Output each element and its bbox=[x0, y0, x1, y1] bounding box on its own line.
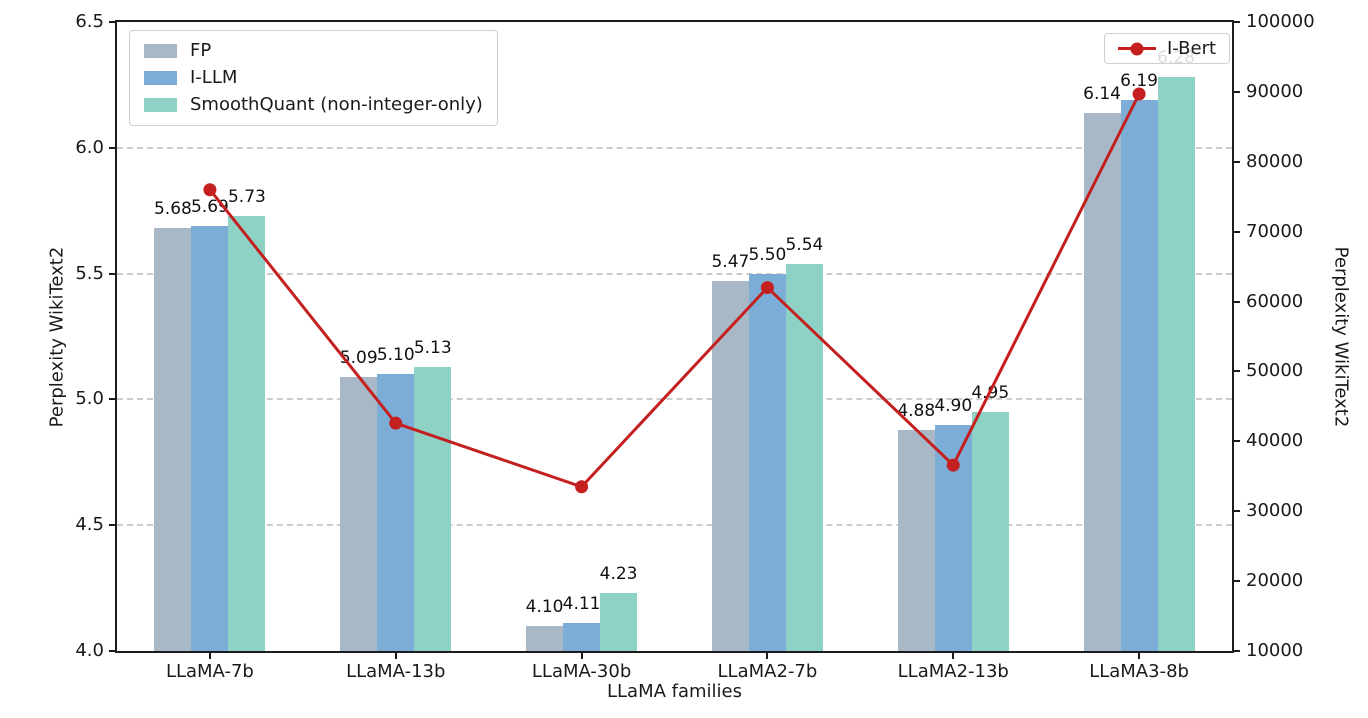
x-tick-label: LLaMA-13b bbox=[346, 661, 446, 682]
y-tick-label-right: 90000 bbox=[1246, 80, 1304, 102]
right-tick-mark bbox=[1232, 440, 1240, 443]
legend-item-label: FP bbox=[190, 40, 212, 61]
legend-item-fp: FP bbox=[144, 39, 483, 63]
bar-value-label: 4.10 bbox=[525, 596, 564, 617]
bar-value-label: 4.23 bbox=[599, 564, 638, 585]
bar-smoothquant-non-integer-only bbox=[971, 411, 1009, 651]
y-tick-label-left: 4.0 bbox=[75, 640, 104, 661]
bar-i-llm bbox=[377, 374, 415, 651]
y-tick-label-left: 5.5 bbox=[75, 262, 104, 284]
y-tick-label-right: 30000 bbox=[1246, 500, 1304, 522]
x-tick-mark bbox=[208, 651, 211, 659]
bar-value-label: 5.13 bbox=[413, 337, 452, 358]
bar-value-label: 5.68 bbox=[153, 199, 192, 220]
x-tick-label: LLaMA3-8b bbox=[1089, 661, 1189, 682]
legend-line-marker bbox=[1130, 42, 1144, 55]
bar-i-llm bbox=[563, 623, 601, 651]
legend-swatch bbox=[144, 98, 177, 112]
bar-i-llm bbox=[1120, 99, 1158, 651]
y-tick-label-right: 80000 bbox=[1246, 150, 1304, 172]
legend-line-sample bbox=[1118, 42, 1156, 55]
bar-fp bbox=[154, 228, 192, 651]
x-tick-mark bbox=[1138, 651, 1141, 659]
right-tick-mark bbox=[1232, 160, 1240, 163]
x-tick-mark bbox=[580, 651, 583, 659]
bar-value-label: 6.19 bbox=[1120, 70, 1158, 91]
gridline bbox=[117, 398, 1232, 401]
bar-fp bbox=[1083, 112, 1121, 651]
left-tick-mark bbox=[109, 146, 117, 149]
gridline bbox=[117, 146, 1232, 149]
bar-value-label: 5.73 bbox=[227, 186, 266, 207]
x-tick-mark bbox=[766, 651, 769, 659]
legend-item-label: I-Bert bbox=[1167, 37, 1217, 59]
legend-item-label: I-LLM bbox=[190, 67, 238, 88]
right-tick-mark bbox=[1232, 650, 1240, 652]
x-tick-mark bbox=[394, 651, 397, 659]
legend-line-series: I-Bert bbox=[1104, 33, 1231, 64]
y-tick-label-right: 50000 bbox=[1246, 360, 1304, 382]
y-tick-label-left: 6.5 bbox=[75, 11, 104, 32]
bar-value-label: 5.54 bbox=[785, 234, 824, 255]
bar-i-llm bbox=[191, 225, 229, 651]
x-tick-label: LLaMA2-13b bbox=[897, 661, 1009, 682]
legend-item-smoothquant-non-integer-only: SmoothQuant (non-integer-only) bbox=[144, 93, 483, 117]
bar-value-label: 4.11 bbox=[562, 594, 601, 615]
bar-fp bbox=[340, 376, 378, 651]
i-bert-point bbox=[575, 480, 589, 494]
left-tick-mark bbox=[109, 21, 117, 23]
x-axis-title: LLaMA families bbox=[606, 681, 742, 702]
y-tick-label-left: 4.5 bbox=[75, 514, 104, 536]
bar-fp bbox=[526, 625, 564, 651]
legend-item-i-llm: I-LLM bbox=[144, 66, 483, 90]
left-tick-mark bbox=[109, 524, 117, 527]
left-tick-mark bbox=[109, 650, 117, 652]
right-tick-mark bbox=[1232, 230, 1240, 233]
legend-swatch bbox=[144, 44, 177, 58]
bar-fp bbox=[711, 281, 749, 651]
y-tick-label-right: 10000 bbox=[1246, 640, 1304, 661]
bar-smoothquant-non-integer-only bbox=[785, 263, 823, 651]
right-tick-mark bbox=[1232, 300, 1240, 303]
y-tick-label-right: 100000 bbox=[1246, 11, 1315, 32]
y-tick-label-right: 60000 bbox=[1246, 290, 1304, 312]
right-tick-mark bbox=[1232, 90, 1240, 93]
y-tick-label-left: 6.0 bbox=[75, 136, 104, 158]
right-tick-mark bbox=[1232, 580, 1240, 583]
y-tick-label-right: 70000 bbox=[1246, 220, 1304, 242]
x-tick-label: LLaMA-30b bbox=[531, 661, 632, 682]
bar-fp bbox=[897, 429, 935, 651]
x-tick-label: LLaMA2-7b bbox=[717, 661, 818, 682]
right-tick-mark bbox=[1232, 510, 1240, 513]
legend-swatch bbox=[144, 71, 177, 85]
right-axis-title: Perplexity WikiText2 bbox=[1330, 246, 1352, 428]
bar-i-llm bbox=[934, 424, 972, 651]
right-tick-mark bbox=[1232, 370, 1240, 373]
legend-item-label: SmoothQuant (non-integer-only) bbox=[190, 94, 483, 115]
bar-value-label: 4.95 bbox=[971, 382, 1010, 403]
bar-smoothquant-non-integer-only bbox=[414, 366, 452, 651]
x-tick-mark bbox=[952, 651, 955, 659]
bar-smoothquant-non-integer-only bbox=[1157, 77, 1195, 651]
y-tick-label-right: 20000 bbox=[1246, 570, 1304, 592]
y-tick-label-right: 40000 bbox=[1246, 430, 1304, 452]
bar-i-llm bbox=[748, 273, 786, 651]
left-tick-mark bbox=[109, 398, 117, 401]
x-tick-label: LLaMA-7b bbox=[165, 661, 254, 682]
gridline bbox=[117, 272, 1232, 275]
legend-bar-series: FP I-LLM SmoothQuant (non-integer-only) bbox=[129, 30, 498, 126]
y-tick-label-left: 5.0 bbox=[75, 388, 104, 410]
bar-smoothquant-non-integer-only bbox=[600, 593, 638, 651]
bar-smoothquant-non-integer-only bbox=[228, 215, 266, 651]
gridline bbox=[117, 524, 1232, 527]
left-tick-mark bbox=[109, 272, 117, 275]
right-tick-mark bbox=[1232, 21, 1240, 23]
